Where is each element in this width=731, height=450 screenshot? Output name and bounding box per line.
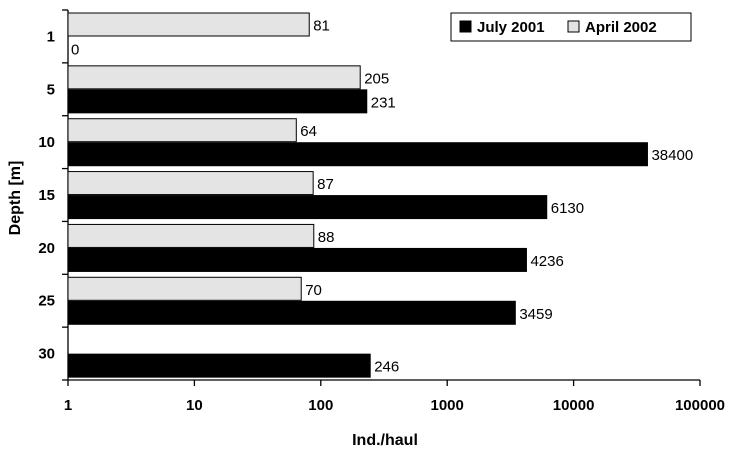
bar-april-2002-depth-15	[67, 171, 314, 196]
data-label-april-2002-depth-25: 70	[305, 282, 322, 299]
bar-april-2002-depth-20	[67, 223, 315, 248]
data-label-april-2002-depth-20: 88	[318, 229, 335, 246]
y-tick-label-30: 30	[38, 346, 55, 363]
legend: July 2001 April 2002	[450, 12, 692, 42]
y-tick-label-20: 20	[38, 240, 55, 257]
bar-july-2001-depth-15	[67, 195, 548, 220]
bar-april-2002-depth-1	[67, 12, 310, 37]
x-axis-title: Ind./haul	[352, 432, 418, 449]
x-tick-label-100: 100	[308, 397, 333, 414]
legend-label-april-2002: April 2002	[585, 19, 657, 36]
data-label-april-2002-depth-1: 81	[313, 18, 330, 35]
legend-label-july-2001: July 2001	[477, 19, 545, 36]
data-label-april-2002-depth-5: 205	[364, 70, 389, 87]
data-label-july-2001-depth-5: 231	[371, 94, 396, 111]
data-label-april-2002-depth-15: 87	[317, 176, 334, 193]
data-label-july-2001-depth-30: 246	[374, 359, 399, 376]
data-label-july-2001-depth-25: 3459	[519, 306, 552, 323]
x-tick-label-1000: 1000	[431, 397, 464, 414]
bar-july-2001-depth-5	[67, 89, 368, 114]
bar-july-2001-depth-20	[67, 247, 527, 272]
data-label-july-2001-depth-15: 6130	[551, 200, 584, 217]
legend-swatch-july-2001	[459, 20, 472, 33]
bar-july-2001-depth-10	[67, 142, 648, 167]
x-tick-label-10: 10	[186, 397, 203, 414]
x-tick-label-10000: 10000	[553, 397, 595, 414]
data-label-july-2001-depth-1: 0	[71, 42, 79, 59]
bar-april-2002-depth-5	[67, 65, 361, 90]
data-label-july-2001-depth-10: 38400	[651, 147, 693, 164]
x-tick-label-100000: 100000	[675, 397, 725, 414]
y-tick-label-10: 10	[38, 134, 55, 151]
bar-april-2002-depth-10	[67, 118, 297, 143]
bar-july-2001-depth-30	[67, 353, 371, 378]
y-tick-label-15: 15	[38, 187, 55, 204]
data-label-april-2002-depth-10: 64	[300, 123, 317, 140]
y-tick-label-25: 25	[38, 293, 55, 310]
legend-swatch-april-2002	[567, 20, 580, 33]
y-tick-label-5: 5	[47, 81, 55, 98]
y-tick-label-1: 1	[47, 28, 55, 45]
bar-april-2002-depth-25	[67, 276, 302, 301]
y-axis-title: Depth [m]	[7, 161, 24, 236]
bar-july-2001-depth-25	[67, 300, 516, 325]
x-tick-label-1: 1	[64, 397, 72, 414]
data-label-july-2001-depth-20: 4236	[530, 253, 563, 270]
